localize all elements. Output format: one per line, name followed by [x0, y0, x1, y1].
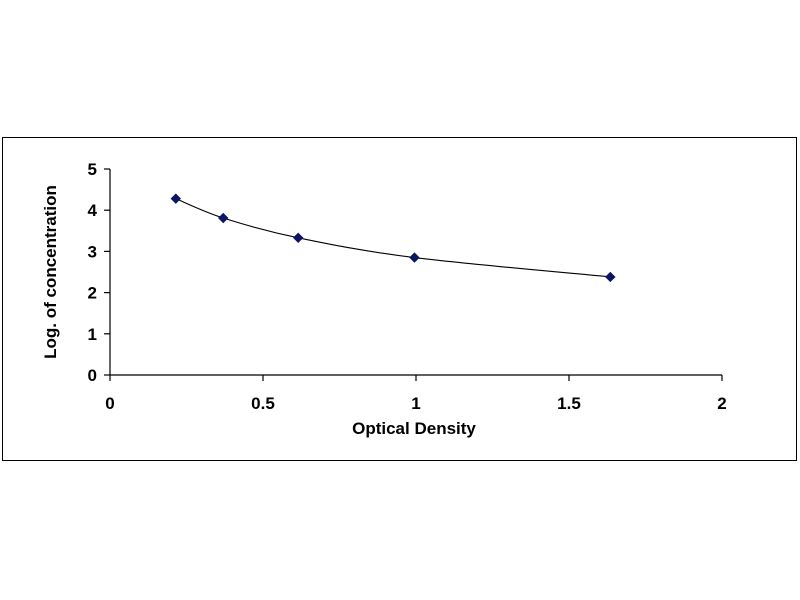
x-tick-label: 0.5 [251, 394, 275, 413]
x-axis-title: Optical Density [352, 419, 476, 438]
y-tick-label: 4 [88, 201, 98, 220]
y-ticks: 0 1 2 3 4 5 [88, 160, 110, 385]
data-point [170, 193, 181, 204]
data-points [170, 193, 616, 283]
x-ticks: 0 0.5 1 1.5 2 [105, 375, 727, 413]
y-axis-title: Log. of concentration [41, 185, 60, 359]
trend-curve [175, 198, 611, 278]
y-tick-label: 2 [88, 284, 97, 303]
y-tick-label: 1 [88, 325, 97, 344]
x-tick-label: 1 [411, 394, 420, 413]
x-tick-label: 2 [717, 394, 726, 413]
x-tick-label: 1.5 [557, 394, 581, 413]
y-tick-label: 3 [88, 242, 97, 261]
x-tick-label: 0 [105, 394, 114, 413]
data-point [292, 232, 304, 244]
data-point [409, 252, 420, 263]
y-tick-label: 5 [88, 160, 97, 179]
data-point [605, 271, 616, 283]
y-tick-label: 0 [88, 366, 97, 385]
axes: 0 1 2 3 4 5 0 0.5 1 1.5 2 [88, 160, 727, 413]
data-point [218, 212, 229, 224]
chart-frame [2, 137, 797, 461]
